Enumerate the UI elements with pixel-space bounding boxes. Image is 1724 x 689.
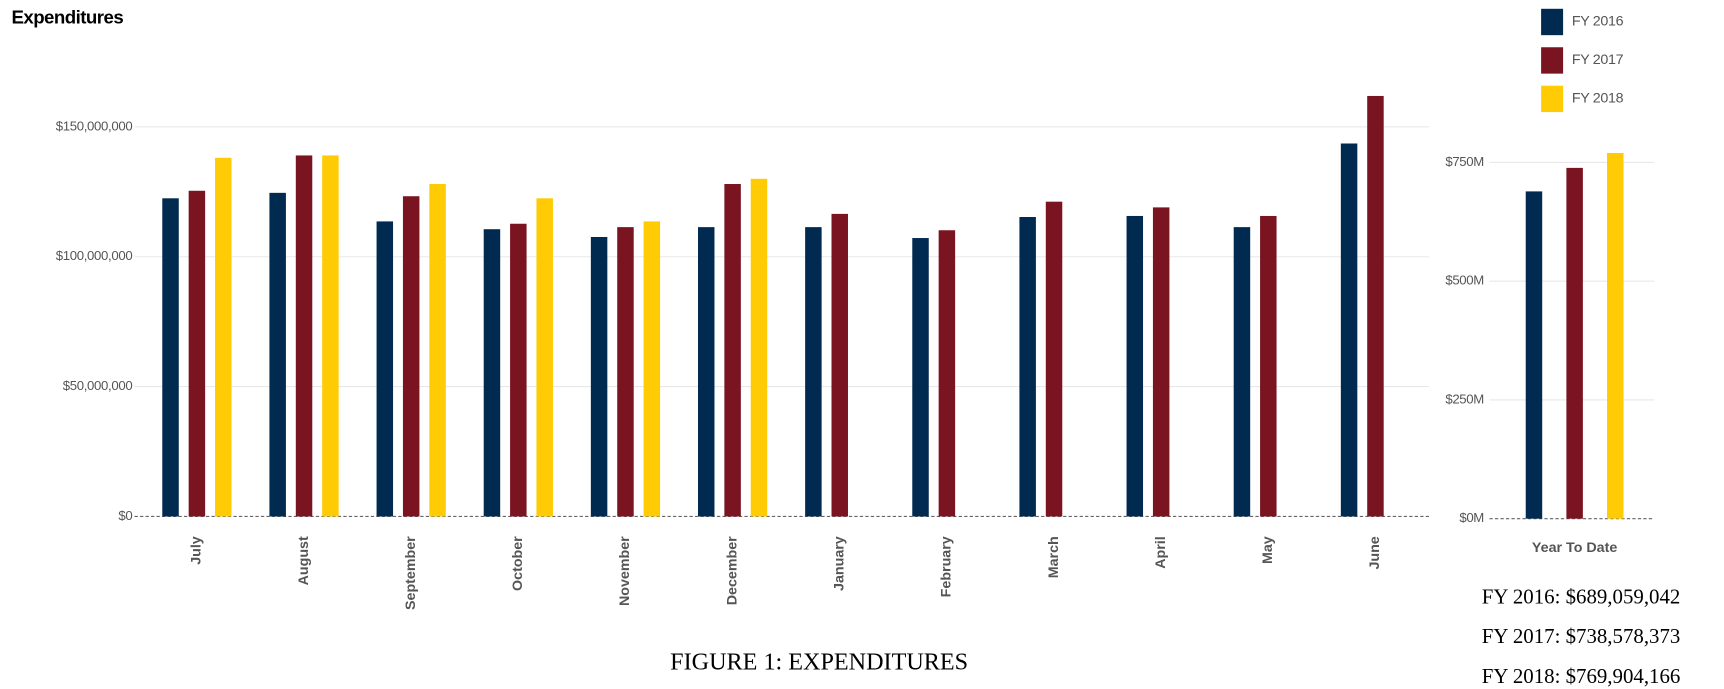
x-tick-label: March: [1046, 536, 1062, 578]
x-tick-label: November: [617, 536, 633, 606]
bar: [376, 221, 394, 517]
bar: [724, 184, 741, 517]
x-tick-label: December: [724, 536, 740, 605]
bar: [938, 230, 956, 517]
bar: [617, 227, 634, 517]
y-tick-label: $500M: [1445, 273, 1484, 288]
total-label: FY 2017: $738,578,373: [1482, 624, 1681, 648]
total-label: FY 2018: $769,904,166: [1482, 664, 1681, 688]
x-tick-label: October: [510, 536, 526, 591]
bar: [1260, 215, 1277, 517]
bar: [590, 236, 608, 517]
bar: [831, 213, 848, 517]
x-tick-label: Year To Date: [1532, 540, 1617, 556]
bar: [1045, 201, 1063, 517]
bar: [188, 190, 206, 517]
bar: [536, 198, 553, 517]
bar: [269, 192, 286, 517]
legend-label: FY 2018: [1572, 91, 1624, 107]
caption: FIGURE 1: EXPENDITURES: [670, 648, 968, 675]
bar: [510, 223, 527, 517]
x-tick-label: February: [939, 536, 955, 597]
y-tick-label: $750M: [1445, 154, 1484, 169]
bar: [1126, 215, 1144, 517]
bar: [1152, 207, 1170, 517]
legend-label: FY 2016: [1572, 14, 1624, 30]
x-tick-label: January: [832, 536, 848, 591]
bar: [912, 238, 929, 517]
x-tick-label: May: [1260, 536, 1276, 564]
y-tick-label: $250M: [1445, 391, 1484, 406]
bar: [402, 196, 420, 517]
bar: [295, 155, 313, 517]
bar: [1233, 227, 1251, 517]
legend-swatch: [1541, 8, 1564, 36]
bar: [1367, 95, 1384, 517]
bar: [1525, 191, 1543, 519]
y-tick-label: $0M: [1459, 510, 1484, 525]
bar: [162, 198, 179, 517]
bar: [805, 227, 822, 517]
bar: [1566, 167, 1583, 519]
legend-swatch: [1541, 47, 1564, 74]
legend-label: FY 2017: [1572, 52, 1624, 68]
legend-swatch: [1541, 85, 1564, 113]
bar: [483, 229, 501, 517]
bar: [1019, 216, 1036, 517]
x-tick-label: September: [403, 536, 419, 610]
total-label: FY 2016: $689,059,042: [1482, 585, 1681, 609]
bar: [322, 155, 339, 517]
chart-title: Expenditures: [11, 7, 123, 28]
y-tick-label: $0: [118, 508, 132, 523]
x-tick-label: August: [296, 536, 312, 585]
y-tick-label: $150,000,000: [56, 118, 133, 133]
bar: [1340, 143, 1358, 517]
bar: [215, 157, 232, 517]
y-tick-label: $100,000,000: [56, 248, 133, 263]
bar: [1607, 152, 1624, 519]
x-tick-label: April: [1153, 536, 1169, 569]
y-tick-label: $50,000,000: [63, 378, 133, 393]
x-tick-label: June: [1367, 536, 1383, 569]
bar: [697, 227, 715, 517]
bar: [643, 221, 661, 517]
x-tick-label: July: [189, 536, 205, 565]
bar: [750, 178, 768, 517]
bar: [429, 184, 446, 517]
